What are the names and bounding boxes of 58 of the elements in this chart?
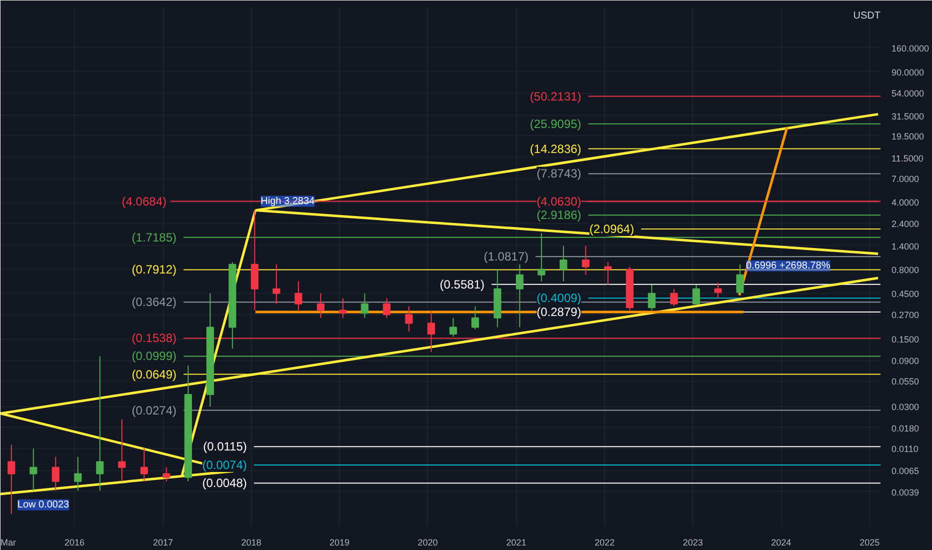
annotation: 0.6996 +2698.78%	[746, 260, 830, 272]
ref-line-label: (0.2879)	[536, 304, 582, 319]
ref-line-label: (1.7185)	[132, 230, 177, 244]
y-tick-label: 31.5000	[892, 111, 924, 122]
ref-line-label: (4.0630)	[536, 194, 582, 208]
x-tick-label: 2019	[330, 538, 350, 548]
ref-line-label: (7.8743)	[536, 166, 582, 181]
y-tick-label: 160.0000	[892, 43, 930, 54]
ref-line-label: (25.9095)	[530, 116, 582, 131]
ref-line-label: (0.4009)	[536, 291, 582, 306]
x-tick-label: 2023	[682, 538, 703, 548]
ref-line-label: (0.0999)	[132, 349, 177, 364]
annotation: High 3.2834	[260, 196, 316, 207]
y-tick-label: 0.0550	[892, 376, 920, 387]
ref-line-label: (0.0274)	[132, 403, 177, 418]
series-label: (4.0684)	[122, 194, 167, 208]
ref-line-label: (0.7912)	[132, 262, 177, 277]
y-tick-label: 0.1500	[892, 334, 920, 345]
ref-line-label: (0.5581)	[440, 277, 485, 292]
y-tick-label: 4.0000	[892, 198, 920, 208]
y-tick-label: 0.8000	[892, 264, 920, 275]
y-tick-label: 0.2700	[892, 310, 920, 320]
y-tick-label: 1.4000	[892, 241, 920, 252]
annotation: USDT	[853, 10, 881, 22]
y-tick-label: 19.5000	[892, 131, 924, 142]
ref-line-label: (0.0115)	[203, 440, 247, 454]
y-tick-label: 0.0180	[892, 423, 920, 434]
y-tick-label: 0.0039	[892, 487, 920, 498]
x-tick-label: 2017	[152, 538, 174, 548]
ref-line-label: (0.0048)	[202, 476, 247, 490]
y-tick-label: 0.4500	[892, 288, 920, 299]
x-tick-label: 2020	[418, 538, 438, 548]
ref-line-label: (0.0649)	[132, 367, 177, 382]
y-tick-label: 0.0900	[892, 356, 920, 366]
y-tick-label: 54.0000	[892, 88, 924, 99]
ref-line-label: (0.0074)	[202, 458, 247, 472]
y-tick-label: 11.5000	[892, 153, 924, 164]
y-tick-label: 7.0000	[892, 174, 920, 184]
ref-line-label: (0.3642)	[132, 295, 177, 310]
x-tick-label: 2024	[771, 538, 792, 548]
ref-line-label: (1.0817)	[484, 250, 529, 264]
y-tick-label: 0.0110	[892, 444, 918, 454]
y-tick-label: 0.0065	[892, 466, 920, 476]
x-tick-label: 2016	[64, 538, 85, 548]
x-tick-label: 2018	[241, 538, 262, 548]
ref-line-label: (50.2131)	[530, 89, 582, 104]
x-tick-label: 2025	[860, 538, 880, 548]
x-tick-label: Mar	[0, 538, 16, 548]
ref-line-label: (2.0964)	[589, 222, 634, 236]
x-tick-label: 2021	[506, 538, 526, 548]
annotation: Low 0.0023	[17, 499, 70, 510]
y-tick-label: 2.4000	[892, 218, 920, 229]
ref-line-label: (0.1538)	[132, 331, 177, 346]
ref-line-label: (2.9186)	[536, 208, 582, 222]
x-tick-label: 2022	[594, 538, 615, 548]
ref-line-label: (14.2836)	[530, 142, 582, 156]
y-tick-label: 90.0000	[892, 67, 924, 78]
y-tick-label: 0.0300	[892, 402, 920, 412]
